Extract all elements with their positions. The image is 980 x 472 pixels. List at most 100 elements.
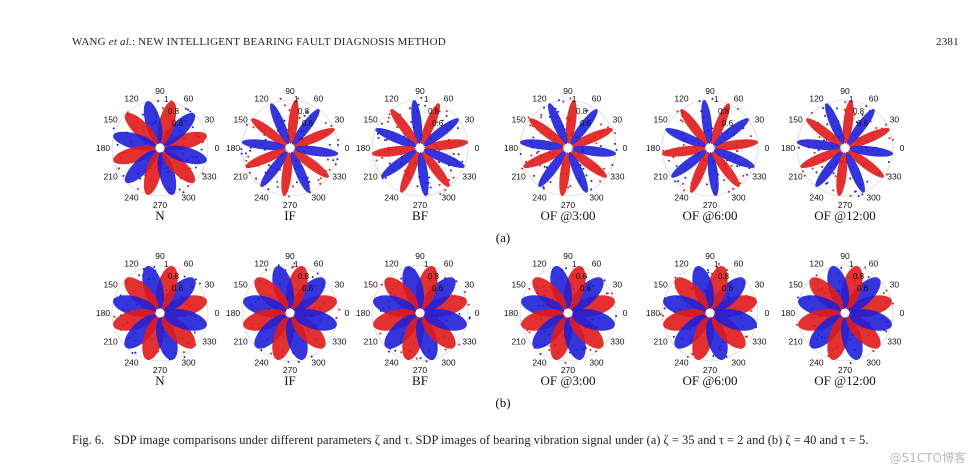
angle-label: 240 <box>532 192 546 202</box>
scatter-dot <box>380 122 383 125</box>
polar-plot: 0 30 60 90 120 150 180 210 240 270 300 330 1 0.8 0.6 <box>781 251 905 375</box>
scatter-dot <box>721 123 724 126</box>
petal <box>849 145 894 157</box>
scatter-dot <box>837 272 840 275</box>
scatter-dot <box>446 128 449 131</box>
scatter-dot <box>295 159 298 162</box>
polar-frame <box>796 264 894 362</box>
angle-label: 300 <box>589 192 603 202</box>
scatter-dot <box>725 269 728 272</box>
scatter-dot <box>865 286 868 289</box>
scatter-dot <box>460 298 463 301</box>
scatter-dot <box>720 128 723 131</box>
petal <box>845 151 866 193</box>
scatter-dot <box>703 159 706 162</box>
scatter-dot <box>387 116 390 119</box>
scatter-dot <box>847 127 850 130</box>
scatter-dot <box>861 113 864 116</box>
angle-label: 210 <box>789 337 803 347</box>
scatter-dot <box>162 331 165 334</box>
scatter-dot <box>585 275 588 278</box>
scatter-dot <box>429 278 432 281</box>
scatter-dot <box>402 332 405 335</box>
scatter-dot <box>113 321 116 324</box>
scatter-dot <box>563 342 566 345</box>
scatter-dot <box>667 153 670 156</box>
angle-label: 330 <box>610 337 624 347</box>
scatter-dot <box>742 140 745 143</box>
scatter-dot <box>675 165 678 168</box>
scatter-dot <box>197 160 200 163</box>
scatter-dot <box>134 116 137 119</box>
scatter-dot <box>851 334 854 337</box>
angle-label: 210 <box>364 337 378 347</box>
scatter-dot <box>705 346 708 349</box>
scatter-dot <box>821 329 824 332</box>
scatter-dot <box>138 285 141 288</box>
scatter-dot <box>433 280 436 283</box>
angle-label: 60 <box>184 259 194 269</box>
scatter-dot <box>868 110 871 113</box>
scatter-dot <box>737 107 740 110</box>
angle-label: 270 <box>153 200 167 210</box>
running-header: WANG et al.: NEW INTELLIGENT BEARING FAU… <box>72 36 446 48</box>
angle-label: 330 <box>610 172 624 182</box>
scatter-dot <box>269 165 272 168</box>
angle-label: 90 <box>840 86 850 96</box>
scatter-dot <box>184 177 187 180</box>
scatter-dot <box>181 137 184 140</box>
scatter-dot <box>456 127 459 130</box>
scatter-dot <box>428 286 431 289</box>
polar-plot: 0 30 60 90 120 150 180 210 240 270 300 330 1 0.8 0.6 <box>356 251 480 375</box>
scatter-dot <box>401 292 404 295</box>
polar-plot: 0 30 60 90 120 150 180 210 240 270 300 330 1 0.8 0.6 <box>96 86 220 210</box>
scatter-dot <box>847 327 850 330</box>
scatter-dot <box>387 300 390 303</box>
scatter-dot <box>458 343 461 346</box>
scatter-dot <box>721 132 724 135</box>
scatter-dot <box>697 268 700 271</box>
scatter-dot <box>185 303 188 306</box>
scatter-dot <box>825 182 828 185</box>
angle-label: 330 <box>887 172 901 182</box>
scatter-dot <box>722 145 725 148</box>
scatter-dot <box>117 167 120 170</box>
scatter-dot <box>827 354 830 357</box>
scatter-dot <box>328 143 331 146</box>
scatter-dot <box>717 269 720 272</box>
scatter-dot <box>528 331 531 334</box>
scatter-dot <box>291 185 294 188</box>
scatter-dot <box>280 155 283 158</box>
polar-plot: 0 30 60 90 120 150 180 210 240 270 300 330 1 0.8 0.6 <box>96 251 220 375</box>
scatter-dot <box>198 282 201 285</box>
scatter-dot <box>268 294 271 297</box>
scatter-dot <box>164 334 167 337</box>
angle-label: 330 <box>202 337 216 347</box>
scatter-dot <box>597 316 600 319</box>
panel-label: OF @3:00 <box>541 208 596 223</box>
scatter-dot <box>292 133 295 136</box>
scatter-dot <box>812 324 815 327</box>
scatter-dot <box>818 136 821 139</box>
scatter-dot <box>711 161 714 164</box>
panel-label: BF <box>412 373 428 388</box>
angle-label: 150 <box>512 115 526 125</box>
petal <box>390 109 418 145</box>
scatter-dot <box>381 156 384 159</box>
petal <box>714 308 757 331</box>
petal <box>523 148 565 169</box>
scatter-dot <box>738 164 741 167</box>
petal <box>292 109 320 145</box>
scatter-dot <box>165 130 168 133</box>
angle-label: 300 <box>181 357 195 367</box>
scatter-dot <box>575 349 578 352</box>
scatter-dot <box>549 143 552 146</box>
scatter-dot <box>678 308 681 311</box>
scatter-dot <box>825 137 828 140</box>
scatter-dot <box>713 169 716 172</box>
scatter-dot <box>428 133 431 136</box>
angle-label: 120 <box>809 94 823 104</box>
scatter-dot <box>133 121 136 124</box>
scatter-dot <box>287 129 290 132</box>
scatter-dot <box>389 148 392 151</box>
